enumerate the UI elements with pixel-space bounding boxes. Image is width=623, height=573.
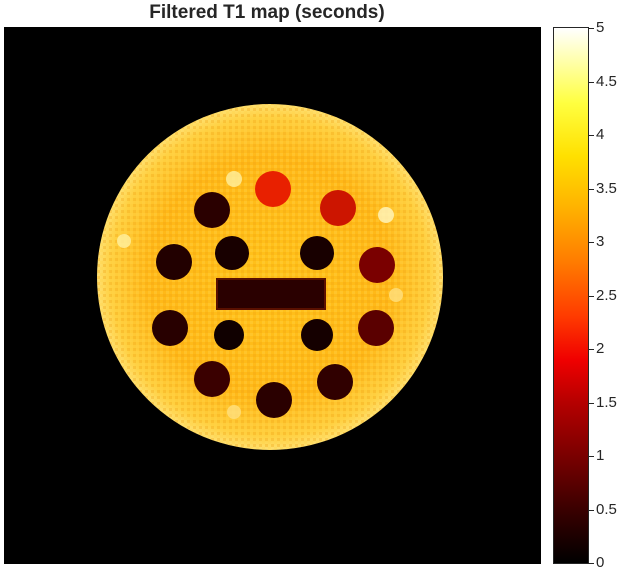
colorbar-tick <box>589 510 594 511</box>
speck <box>378 207 394 223</box>
vial-inner <box>300 236 334 270</box>
colorbar-tick-label: 4 <box>596 126 605 143</box>
colorbar-tick-label: 5 <box>596 19 605 36</box>
vial <box>317 364 353 400</box>
colorbar-tick <box>589 456 594 457</box>
colorbar-tick-label: 3.5 <box>596 180 617 197</box>
vial <box>359 247 395 283</box>
colorbar-tick <box>589 135 594 136</box>
colorbar-tick <box>589 189 594 190</box>
colorbar-tick-label: 4.5 <box>596 73 617 90</box>
vial <box>152 310 188 346</box>
colorbar-tick <box>589 82 594 83</box>
colorbar-tick-label: 0.5 <box>596 501 617 518</box>
center-bar <box>216 278 326 310</box>
figure-title: Filtered T1 map (seconds) <box>149 2 385 23</box>
colorbar-tick-label: 3 <box>596 233 605 250</box>
vial <box>320 190 356 226</box>
vial <box>256 382 292 418</box>
speck <box>226 171 242 187</box>
colorbar-tick-label: 0 <box>596 554 605 571</box>
vial-inner <box>301 319 333 351</box>
colorbar-tick-label: 2 <box>596 340 605 357</box>
speck <box>117 234 131 248</box>
colorbar <box>553 27 589 564</box>
colorbar-tick-label: 2.5 <box>596 287 617 304</box>
colorbar-tick-label: 1 <box>596 447 605 464</box>
t1-map-svg <box>4 27 541 564</box>
colorbar-tick-label: 1.5 <box>596 394 617 411</box>
vial-inner <box>214 320 244 350</box>
t1-map-image <box>4 27 541 564</box>
vial-inner <box>215 236 249 270</box>
colorbar-tick <box>589 296 594 297</box>
colorbar-tick <box>589 349 594 350</box>
colorbar-tick <box>589 563 594 564</box>
vial <box>156 244 192 280</box>
colorbar-tick <box>589 242 594 243</box>
vial-top <box>255 171 291 207</box>
colorbar-tick <box>589 403 594 404</box>
speck <box>389 288 403 302</box>
vial <box>194 192 230 228</box>
vial <box>358 310 394 346</box>
colorbar-tick <box>589 28 594 29</box>
vial <box>194 361 230 397</box>
phantom-texture <box>97 104 443 450</box>
speck <box>227 405 241 419</box>
